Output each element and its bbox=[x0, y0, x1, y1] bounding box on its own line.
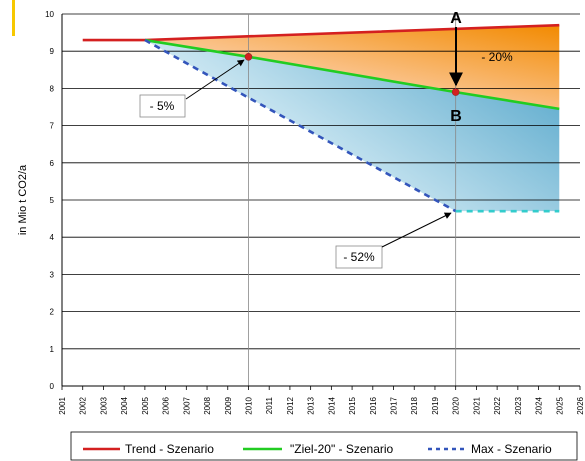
x-tick-2018: 2018 bbox=[410, 396, 419, 414]
y-tick-1: 1 bbox=[50, 345, 55, 354]
callout-box-52 bbox=[335, 245, 383, 269]
x-tick-2005: 2005 bbox=[141, 396, 150, 414]
y-axis-label: in Mio t CO2/a bbox=[17, 164, 29, 235]
y-tick-9: 9 bbox=[50, 47, 55, 56]
x-tick-2012: 2012 bbox=[286, 396, 295, 414]
label-a: A bbox=[450, 10, 462, 27]
x-tick-2024: 2024 bbox=[535, 396, 544, 414]
x-tick-2022: 2022 bbox=[493, 396, 502, 414]
y-tick-4: 4 bbox=[50, 233, 55, 242]
x-tick-2019: 2019 bbox=[431, 396, 440, 414]
legend-label-max: Max - Szenario bbox=[471, 442, 552, 456]
legend-label-ziel20: "Ziel-20" - Szenario bbox=[290, 442, 394, 456]
x-tick-2010: 2010 bbox=[244, 396, 253, 414]
y-tick-10: 10 bbox=[45, 10, 54, 19]
y-tick-7: 7 bbox=[50, 122, 55, 131]
x-tick-2009: 2009 bbox=[224, 396, 233, 414]
arrow-5 bbox=[185, 59, 245, 100]
y-tick-2: 2 bbox=[50, 308, 55, 317]
x-tick-2023: 2023 bbox=[514, 396, 523, 414]
x-tick-2006: 2006 bbox=[162, 396, 171, 414]
y-tick-5: 5 bbox=[50, 196, 55, 205]
x-tick-2002: 2002 bbox=[79, 396, 88, 414]
x-tick-2016: 2016 bbox=[369, 396, 378, 414]
label-b: B bbox=[450, 108, 462, 125]
series-line-2 bbox=[144, 38, 457, 213]
y-tick-8: 8 bbox=[50, 84, 55, 93]
x-tick-2025: 2025 bbox=[555, 396, 564, 414]
x-tick-2021: 2021 bbox=[472, 396, 481, 414]
x-tick-2017: 2017 bbox=[390, 396, 399, 414]
accent-bar bbox=[12, 0, 15, 36]
x-tick-2004: 2004 bbox=[120, 396, 129, 414]
legend: Trend - Szenario "Ziel-20" - Szenario Ma… bbox=[70, 431, 578, 461]
x-tick-2020: 2020 bbox=[452, 396, 461, 414]
arrow-52 bbox=[381, 212, 452, 248]
x-tick-2003: 2003 bbox=[99, 396, 108, 414]
series-line-1 bbox=[144, 38, 560, 111]
reduction-20-label: - 20% bbox=[481, 50, 513, 64]
x-tick-2011: 2011 bbox=[265, 396, 274, 414]
reduction-5-label: - 5% bbox=[150, 99, 175, 113]
marker-1 bbox=[451, 88, 460, 96]
x-tick-2026: 2026 bbox=[576, 396, 585, 414]
callout-box-5 bbox=[139, 94, 186, 118]
x-tick-2015: 2015 bbox=[348, 396, 357, 414]
y-tick-6: 6 bbox=[50, 159, 55, 168]
x-tick-2008: 2008 bbox=[203, 396, 212, 414]
x-tick-2007: 2007 bbox=[182, 396, 191, 414]
y-tick-3: 3 bbox=[50, 270, 55, 279]
marker-0 bbox=[244, 52, 253, 61]
y-tick-0: 0 bbox=[50, 382, 55, 391]
legend-box bbox=[70, 431, 578, 461]
x-tick-2013: 2013 bbox=[307, 396, 316, 414]
x-tick-2001: 2001 bbox=[58, 396, 67, 414]
legend-label-trend: Trend - Szenario bbox=[125, 442, 214, 456]
reduction-52-label: - 52% bbox=[343, 250, 375, 264]
x-tick-2014: 2014 bbox=[327, 396, 336, 414]
